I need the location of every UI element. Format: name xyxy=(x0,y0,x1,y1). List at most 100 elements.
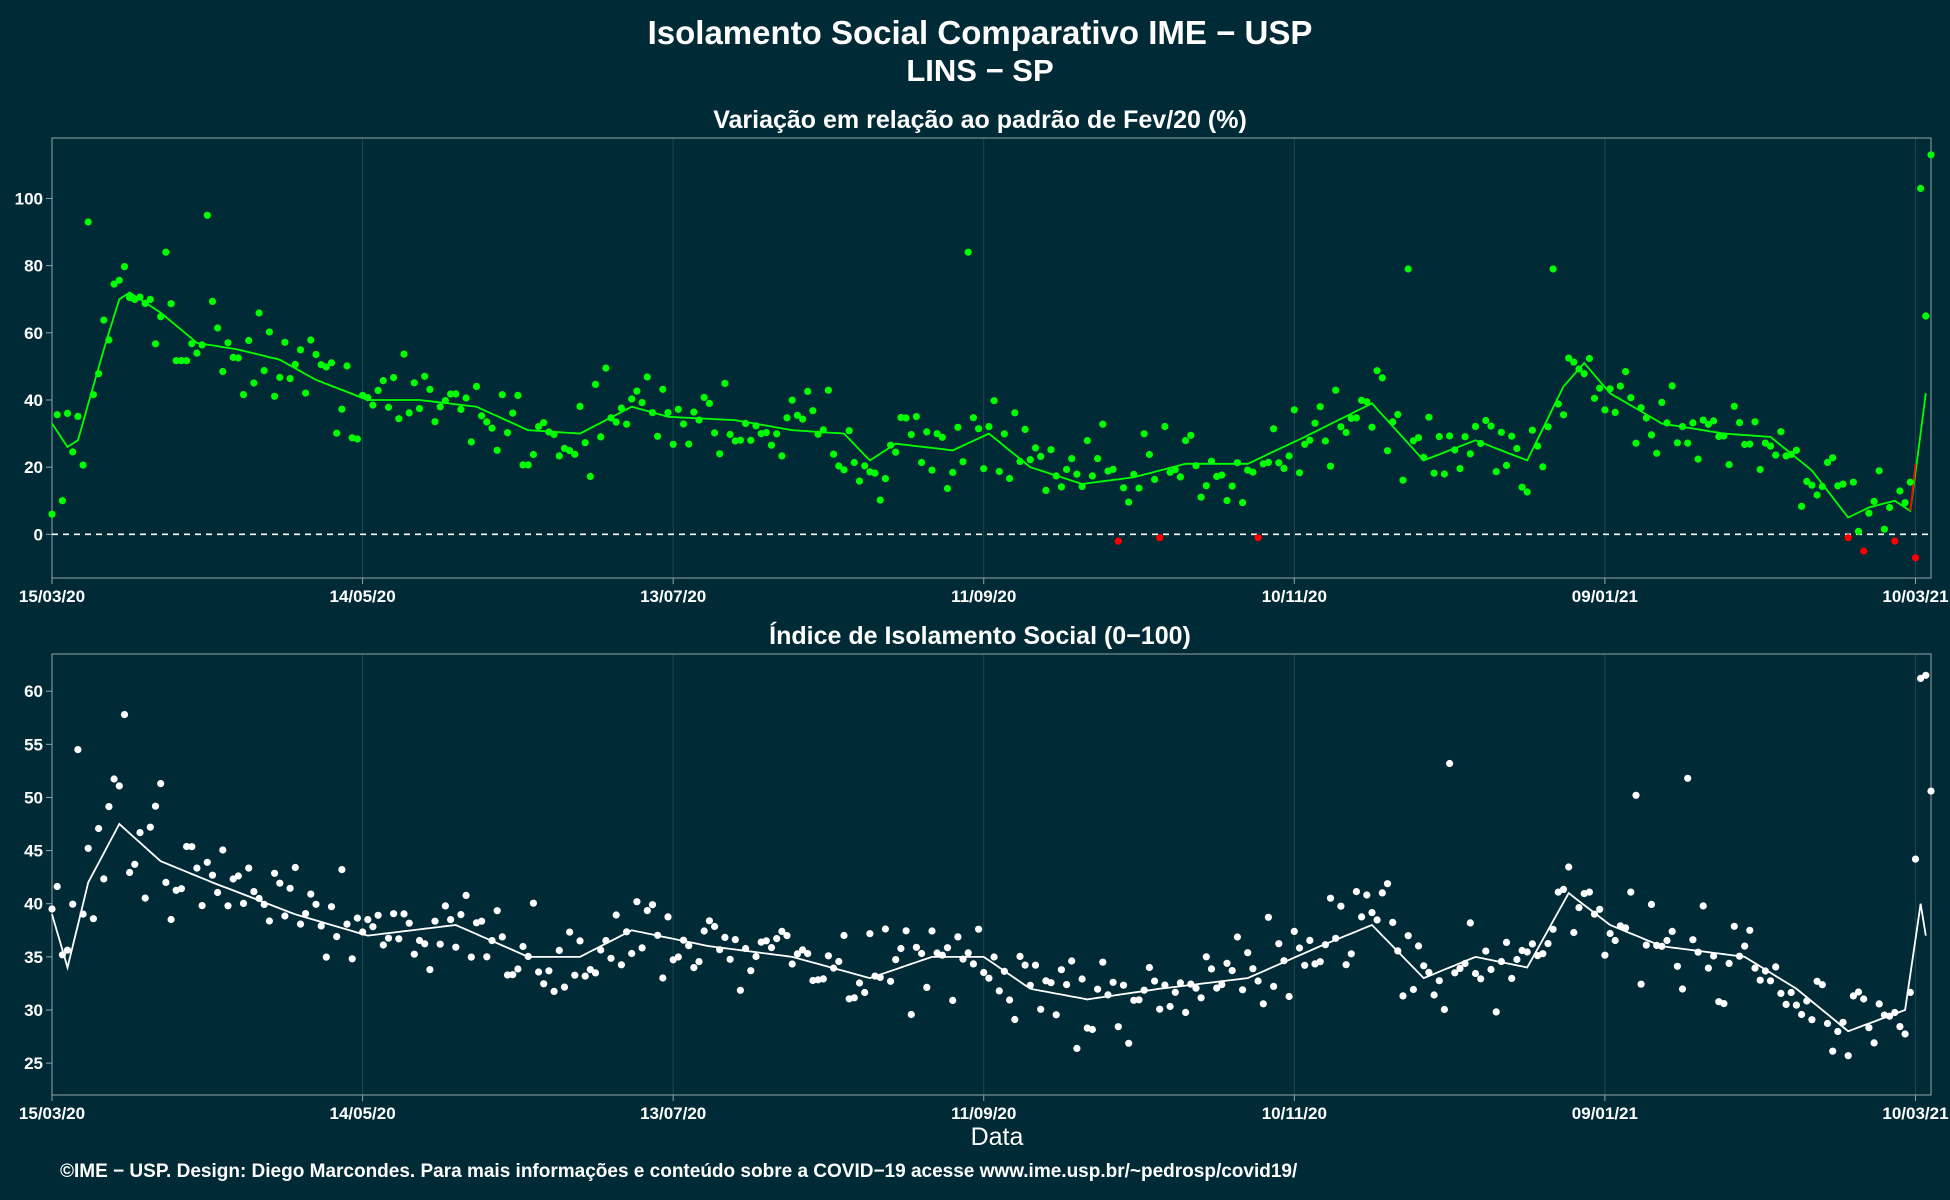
index-point xyxy=(1446,759,1454,768)
index-point xyxy=(110,775,118,783)
index-point xyxy=(1197,994,1205,1002)
variation-point xyxy=(773,430,781,438)
chart-title: Isolamento Social Comparativo IME − USP xyxy=(648,14,1313,51)
variation-point xyxy=(1544,423,1552,431)
variation-xtick-label-4: 10/11/20 xyxy=(1262,587,1327,606)
index-point xyxy=(1544,940,1552,948)
variation-point xyxy=(1264,458,1272,466)
variation-point xyxy=(421,372,429,380)
index-point xyxy=(141,894,149,902)
index-point xyxy=(555,946,563,955)
variation-point xyxy=(1570,358,1578,366)
index-point xyxy=(773,935,781,943)
index-point xyxy=(1585,888,1593,896)
variation-point xyxy=(1730,402,1738,410)
index-point xyxy=(1378,889,1386,897)
variation-point xyxy=(943,484,952,493)
variation-point xyxy=(1611,408,1619,416)
index-point xyxy=(1513,955,1521,964)
variation-point xyxy=(1678,423,1687,431)
index-ytick-label-4: 45 xyxy=(24,842,43,861)
index-point xyxy=(721,933,729,942)
index-point xyxy=(1772,963,1780,971)
index-point xyxy=(1389,918,1397,927)
variation-point xyxy=(276,373,284,381)
variation-point xyxy=(540,419,548,427)
index-point xyxy=(788,960,796,968)
index-point xyxy=(866,930,874,938)
index-point xyxy=(405,919,413,927)
index-point xyxy=(1285,992,1293,1001)
index-point xyxy=(1896,1023,1904,1031)
index-point xyxy=(1761,967,1769,975)
index-point xyxy=(183,842,191,851)
index-point xyxy=(79,910,87,918)
index-point xyxy=(509,971,517,979)
index-point xyxy=(1865,1024,1873,1032)
variation-point xyxy=(1813,491,1821,499)
variation-point xyxy=(1063,465,1071,473)
variation-point xyxy=(1860,547,1868,555)
variation-point xyxy=(146,295,154,303)
variation-ytick-label-3: 60 xyxy=(24,324,43,343)
variation-point xyxy=(1047,446,1055,454)
variation-point xyxy=(1083,437,1091,445)
variation-point xyxy=(700,393,708,401)
index-point xyxy=(824,952,833,960)
variation-point xyxy=(1461,433,1469,441)
index-point xyxy=(359,928,367,936)
variation-point xyxy=(1880,525,1888,533)
index-point xyxy=(291,863,299,872)
variation-point xyxy=(586,472,594,481)
variation-point xyxy=(850,458,858,467)
variation-point xyxy=(1109,465,1117,473)
variation-point xyxy=(478,412,486,420)
variation-point xyxy=(933,430,941,438)
index-point xyxy=(1026,981,1034,989)
index-point xyxy=(1161,981,1169,989)
index-point xyxy=(1228,967,1236,975)
index-point xyxy=(1813,977,1821,985)
variation-point xyxy=(1037,452,1045,460)
index-point xyxy=(493,907,501,915)
index-point xyxy=(1068,957,1076,965)
variation-point xyxy=(245,336,253,345)
variation-point xyxy=(783,414,791,422)
variation-point xyxy=(1332,386,1340,394)
index-point xyxy=(136,829,144,837)
index-point xyxy=(918,949,926,958)
index-point xyxy=(1497,957,1505,966)
variation-point xyxy=(447,390,455,398)
variation-point xyxy=(1156,534,1164,542)
variation-point xyxy=(1684,439,1692,447)
variation-point xyxy=(752,422,760,430)
variation-point xyxy=(296,346,305,354)
variation-point xyxy=(566,447,574,455)
variation-point xyxy=(1254,534,1262,542)
index-point xyxy=(395,935,403,943)
index-point xyxy=(545,967,553,975)
index-point xyxy=(260,900,268,909)
index-point xyxy=(1456,964,1464,973)
index-point xyxy=(685,942,693,950)
index-point xyxy=(1135,996,1143,1004)
variation-ytick-label-1: 20 xyxy=(24,458,43,477)
index-point xyxy=(131,860,139,868)
index-point xyxy=(478,917,486,925)
variation-point xyxy=(1451,446,1459,454)
index-point xyxy=(503,971,512,979)
variation-point xyxy=(1031,444,1040,452)
variation-point xyxy=(638,399,646,407)
index-point xyxy=(1264,913,1272,921)
variation-point xyxy=(1559,411,1568,419)
index-point xyxy=(1782,1000,1790,1009)
variation-point xyxy=(369,401,377,409)
variation-point xyxy=(1000,430,1009,438)
index-point xyxy=(307,890,315,898)
index-xtick-label-5: 09/01/21 xyxy=(1572,1104,1638,1123)
variation-point xyxy=(1223,497,1231,505)
variation-point xyxy=(1622,368,1630,376)
index-point xyxy=(1710,952,1718,960)
index-point xyxy=(327,903,336,911)
index-point xyxy=(1632,791,1640,799)
